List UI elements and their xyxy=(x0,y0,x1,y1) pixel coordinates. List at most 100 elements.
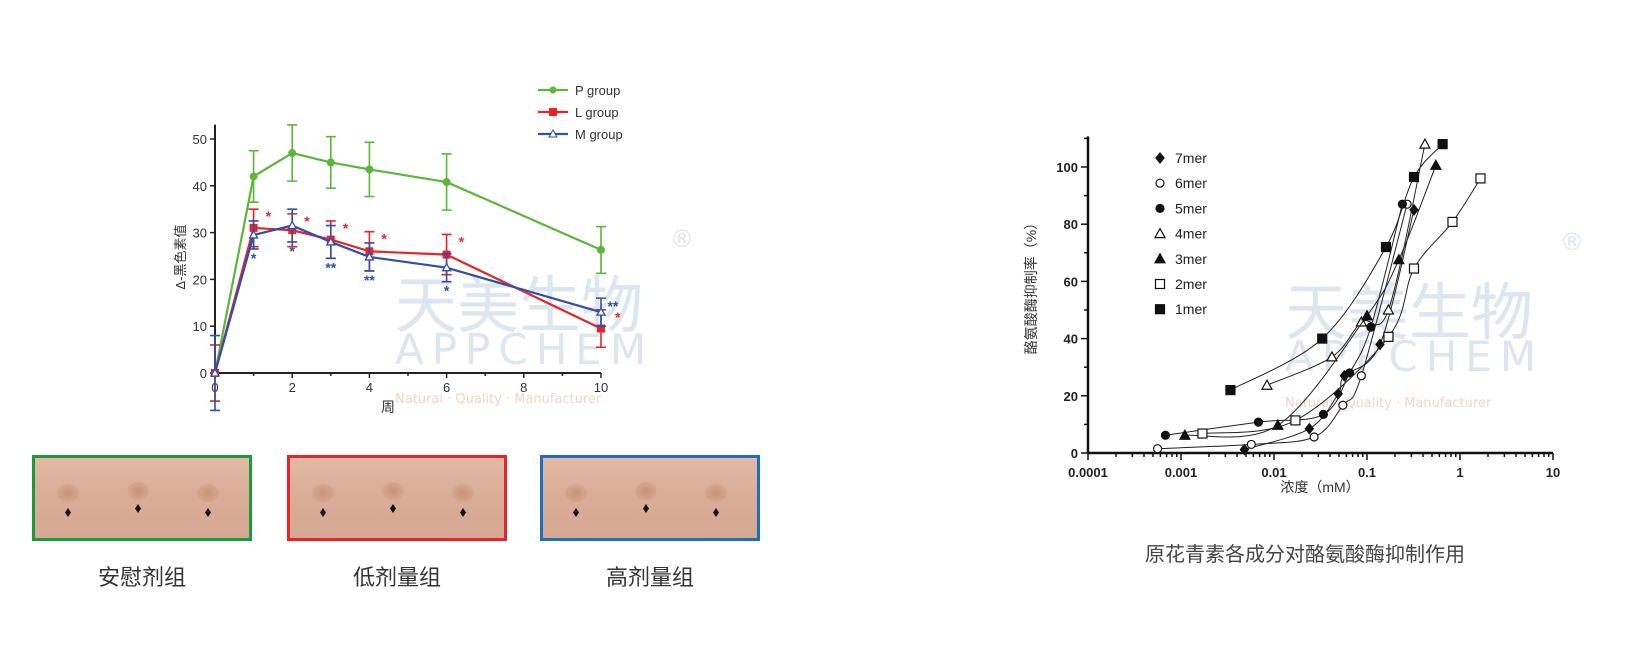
site-marker xyxy=(65,508,71,517)
x-tick-label: 2 xyxy=(289,380,296,395)
legend-label: 1mer xyxy=(1175,301,1207,317)
melanin-spot xyxy=(382,482,404,501)
significance-marker: * xyxy=(615,309,621,325)
melanin-spot xyxy=(197,483,219,502)
data-point xyxy=(595,306,607,316)
photo-placebo xyxy=(32,455,252,541)
site-marker xyxy=(460,508,466,517)
photo-high-dose xyxy=(540,455,760,541)
data-point xyxy=(249,172,258,181)
data-point-5mer xyxy=(1160,430,1171,440)
significance-marker: * xyxy=(381,231,387,247)
y-tick-label: 80 xyxy=(1064,217,1078,232)
data-point-5mer xyxy=(1345,368,1355,378)
y-tick-label: 0 xyxy=(1071,446,1078,461)
data-point-6mer xyxy=(1309,432,1319,442)
significance-marker: ** xyxy=(325,259,336,275)
registered-mark-right: ® xyxy=(1560,228,1584,256)
data-point-4mer xyxy=(1418,137,1431,149)
x-axis-label: 浓度（mM） xyxy=(1280,479,1359,495)
significance-marker: * xyxy=(444,283,450,299)
data-point-5mer xyxy=(1366,322,1376,332)
data-point-2mer xyxy=(1383,331,1394,342)
data-point-4mer xyxy=(1355,315,1368,327)
legend-marker xyxy=(548,128,558,138)
watermark-left-slogan: Natural · Quality · Manufacturer xyxy=(395,392,602,407)
y-tick-label: 60 xyxy=(1064,274,1078,289)
data-point xyxy=(288,149,297,158)
series-line-L-group xyxy=(213,226,602,374)
x-tick-label: 8 xyxy=(520,380,527,395)
x-tick-label: 0.001 xyxy=(1165,465,1198,480)
y-tick-label: 20 xyxy=(193,272,207,287)
legend-marker xyxy=(1155,178,1165,188)
data-point-5mer xyxy=(1253,417,1264,427)
data-point-6mer xyxy=(1338,400,1348,410)
y-tick-label: 0 xyxy=(200,366,207,381)
data-point xyxy=(365,165,374,174)
data-point-6mer xyxy=(1356,371,1366,381)
data-point xyxy=(364,251,375,261)
data-point-7mer xyxy=(1375,338,1385,351)
data-point-2mer xyxy=(1447,216,1458,228)
melanin-spot xyxy=(57,483,79,502)
site-marker xyxy=(390,504,396,513)
data-point-1mer xyxy=(1408,171,1420,183)
data-point xyxy=(441,262,452,272)
x-tick-label: 0.0001 xyxy=(1068,465,1108,480)
data-point-2mer xyxy=(1197,428,1208,439)
legend-marker xyxy=(1153,252,1167,264)
legend-marker xyxy=(1153,227,1167,239)
photo-label-low-dose: 低剂量组 xyxy=(352,566,441,591)
significance-marker: * xyxy=(459,233,465,249)
photo-label-placebo: 安慰剂组 xyxy=(97,566,186,591)
data-point-1mer xyxy=(1437,139,1448,150)
significance-marker: ** xyxy=(608,298,619,314)
melanin-spot xyxy=(312,483,334,502)
legend-marker xyxy=(549,86,557,94)
photo-label-high-dose: 高剂量组 xyxy=(605,566,694,591)
significance-marker: * xyxy=(343,220,349,236)
site-marker xyxy=(643,504,649,513)
melanin-spot xyxy=(565,483,587,502)
y-tick-label: 40 xyxy=(193,179,207,194)
registered-mark-left: ® xyxy=(670,225,694,253)
y-axis-label: 酪氨酸酶抑制率（%） xyxy=(1023,216,1039,354)
legend-label: 4mer xyxy=(1175,226,1207,242)
data-point-1mer xyxy=(1225,384,1236,396)
site-marker xyxy=(320,508,326,517)
data-point-7mer xyxy=(1304,422,1315,435)
legend-label: M group xyxy=(575,127,623,142)
x-tick-label: 1 xyxy=(1456,465,1463,480)
y-tick-label: 50 xyxy=(193,132,207,147)
y-tick-label: 20 xyxy=(1064,389,1078,404)
data-point-2mer xyxy=(1475,173,1486,184)
watermark-right-slogan: Natural · Quality · Manufacturer xyxy=(1285,396,1492,411)
data-point-6mer xyxy=(1152,444,1163,454)
x-tick-label: 6 xyxy=(443,380,450,395)
x-tick-label: 4 xyxy=(366,380,373,395)
significance-marker: * xyxy=(304,213,310,229)
fit-curve-4mer xyxy=(1266,144,1426,386)
y-tick-label: 100 xyxy=(1056,160,1078,175)
legend-marker xyxy=(1155,203,1165,213)
data-point-6mer xyxy=(1246,439,1256,450)
legend-label: P group xyxy=(575,83,620,98)
fit-curve-7mer xyxy=(1244,209,1415,451)
data-point-3mer xyxy=(1178,429,1191,440)
data-point xyxy=(248,229,259,239)
data-point-3mer xyxy=(1429,159,1442,170)
y-axis-label: Δ-黑色素值 xyxy=(173,224,188,289)
data-point xyxy=(326,158,335,167)
melanin-spot xyxy=(452,483,474,502)
legend-label: 6mer xyxy=(1175,175,1207,191)
site-marker xyxy=(135,504,141,513)
series-line-M-group xyxy=(213,224,602,374)
x-tick-label: 0.1 xyxy=(1358,465,1376,480)
y-tick-label: 10 xyxy=(193,319,207,334)
legend-label: 3mer xyxy=(1175,251,1207,267)
data-point xyxy=(597,324,605,333)
fit-curve-5mer xyxy=(1165,204,1403,436)
x-tick-label: 10 xyxy=(1546,465,1560,480)
data-point-3mer xyxy=(1360,309,1374,321)
